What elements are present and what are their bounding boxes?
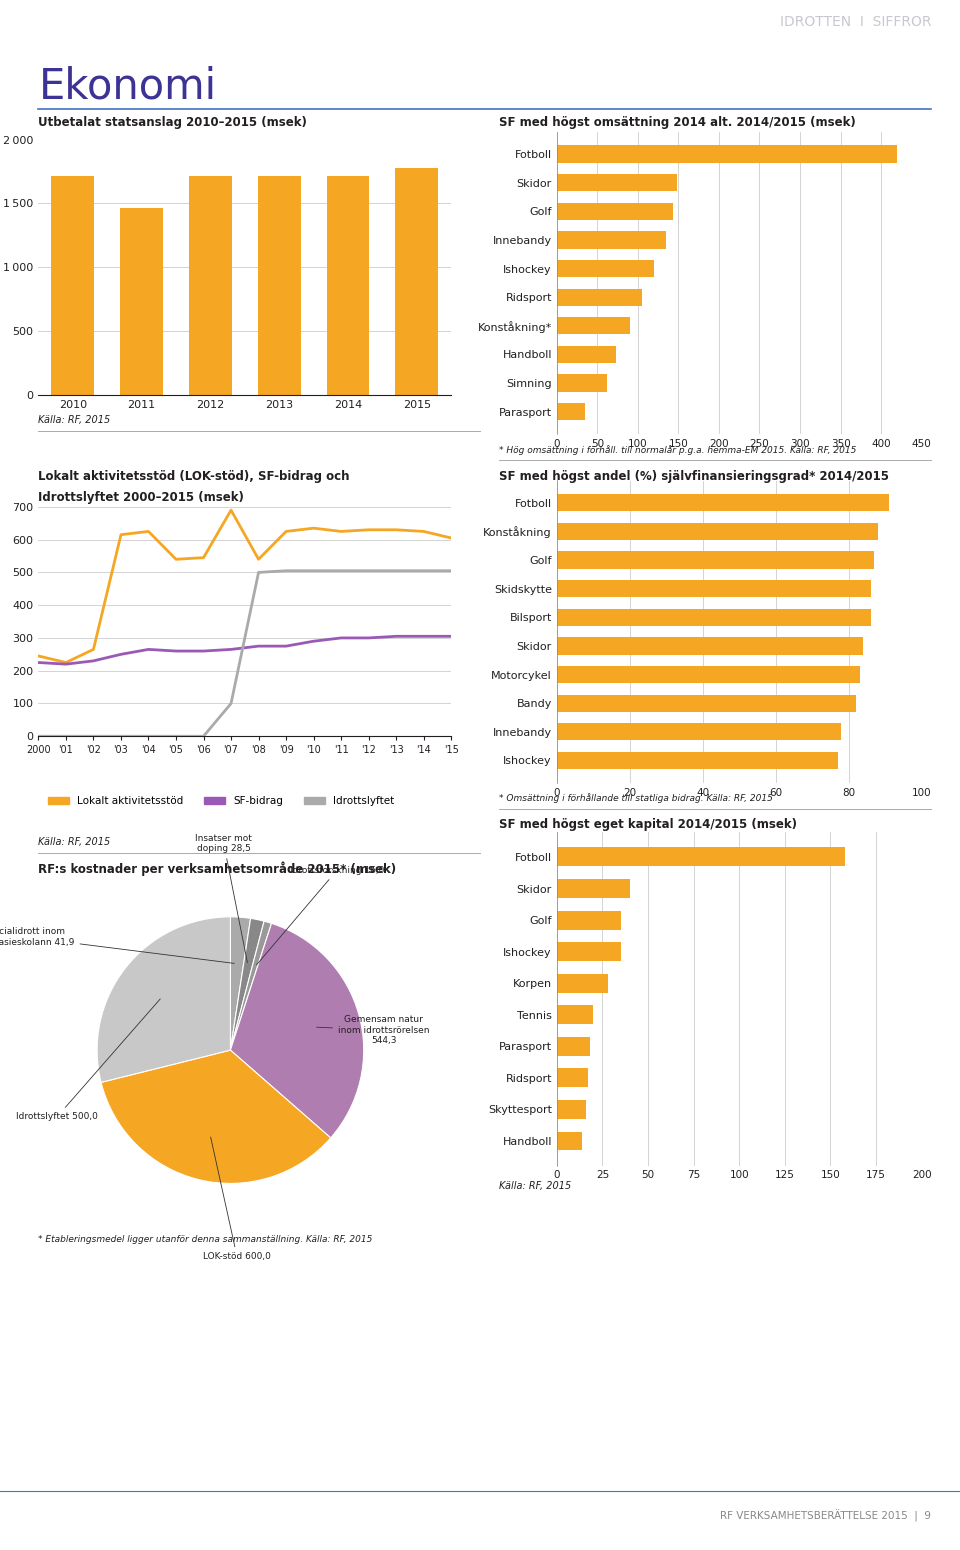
Text: Idrottsforskning 16,0: Idrottsforskning 16,0 xyxy=(256,865,384,964)
Bar xyxy=(258,177,300,395)
Bar xyxy=(557,879,630,897)
Text: Källa: RF, 2015: Källa: RF, 2015 xyxy=(38,837,110,846)
Bar xyxy=(557,203,673,220)
Bar xyxy=(557,288,642,305)
Text: * Etableringsmedel ligger utanför denna sammanställning. Källa: RF, 2015: * Etableringsmedel ligger utanför denna … xyxy=(38,1235,372,1245)
Bar xyxy=(557,910,621,930)
Bar xyxy=(557,174,677,191)
Bar xyxy=(557,1100,586,1119)
Bar xyxy=(120,208,163,395)
Bar xyxy=(557,848,845,866)
Text: IDROTTEN  I  SIFFROR: IDROTTEN I SIFFROR xyxy=(780,16,931,29)
Text: Ekonomi: Ekonomi xyxy=(38,65,217,107)
Text: LOK-stöd 600,0: LOK-stöd 600,0 xyxy=(204,1138,271,1262)
Bar xyxy=(557,694,856,711)
Text: Källa: RF, 2015: Källa: RF, 2015 xyxy=(499,1181,571,1190)
Wedge shape xyxy=(230,918,264,1051)
Bar xyxy=(396,169,438,395)
Wedge shape xyxy=(230,918,251,1051)
Text: Insatser mot
doping 28,5: Insatser mot doping 28,5 xyxy=(195,834,252,963)
Text: Lokalt aktivitetsstöd (LOK-stöd), SF-bidrag och: Lokalt aktivitetsstöd (LOK-stöd), SF-bid… xyxy=(38,470,349,482)
Text: Idrottslyftet 2000–2015 (msek): Idrottslyftet 2000–2015 (msek) xyxy=(38,491,244,504)
Bar xyxy=(557,318,630,335)
Bar xyxy=(326,177,370,395)
Bar xyxy=(557,1132,583,1150)
Bar xyxy=(557,666,859,684)
Text: Gemensam natur
inom idrottsrörelsen
544,3: Gemensam natur inom idrottsrörelsen 544,… xyxy=(317,1015,429,1045)
Legend: Lokalt aktivitetsstöd, SF-bidrag, Idrottslyftet: Lokalt aktivitetsstöd, SF-bidrag, Idrott… xyxy=(43,792,398,811)
Bar xyxy=(557,260,654,277)
Bar xyxy=(557,522,877,539)
Bar xyxy=(52,177,94,395)
Text: Idrottslyftet 500,0: Idrottslyftet 500,0 xyxy=(16,998,160,1121)
Wedge shape xyxy=(230,924,364,1138)
Bar xyxy=(557,494,889,512)
Bar xyxy=(557,1006,593,1025)
Bar xyxy=(557,609,871,626)
Wedge shape xyxy=(101,1051,330,1183)
Wedge shape xyxy=(97,918,230,1082)
Text: * Omsättning i förhållande till statliga bidrag. Källa: RF, 2015: * Omsättning i förhållande till statliga… xyxy=(499,794,773,803)
Text: Specialidrott inom
gymnasieskolann 41,9: Specialidrott inom gymnasieskolann 41,9 xyxy=(0,927,234,964)
Bar xyxy=(189,177,231,395)
Bar xyxy=(557,973,608,992)
Bar xyxy=(557,231,666,248)
Text: SF med högst andel (%) självfinansieringsgrad* 2014/2015: SF med högst andel (%) självfinansiering… xyxy=(499,470,889,482)
Wedge shape xyxy=(230,921,272,1051)
Bar xyxy=(557,724,841,741)
Bar xyxy=(557,752,838,769)
Bar xyxy=(557,403,586,420)
Text: Utbetalat statsanslag 2010–2015 (msek): Utbetalat statsanslag 2010–2015 (msek) xyxy=(38,116,307,129)
Bar xyxy=(557,346,616,363)
Bar xyxy=(557,146,898,163)
Bar xyxy=(557,375,607,392)
Bar xyxy=(557,942,621,961)
Bar xyxy=(557,1037,589,1056)
Bar xyxy=(557,552,875,569)
Text: RF VERKSAMHETSBERÄTTELSE 2015  |  9: RF VERKSAMHETSBERÄTTELSE 2015 | 9 xyxy=(720,1510,931,1522)
Bar xyxy=(557,637,863,654)
Text: * Hög omsättning i förhåll. till normalår p.g.a. hemma-EM 2015. Källa: RF, 2015: * Hög omsättning i förhåll. till normalå… xyxy=(499,445,856,454)
Text: RF:s kostnader per verksamhetsområde 2015* (msek): RF:s kostnader per verksamhetsområde 201… xyxy=(38,862,396,876)
Bar xyxy=(557,1068,588,1088)
Text: SF med högst omsättning 2014 alt. 2014/2015 (msek): SF med högst omsättning 2014 alt. 2014/2… xyxy=(499,116,856,129)
Text: Källa: RF, 2015: Källa: RF, 2015 xyxy=(38,415,110,425)
Bar xyxy=(557,580,871,597)
Text: SF med högst eget kapital 2014/2015 (msek): SF med högst eget kapital 2014/2015 (mse… xyxy=(499,818,797,831)
